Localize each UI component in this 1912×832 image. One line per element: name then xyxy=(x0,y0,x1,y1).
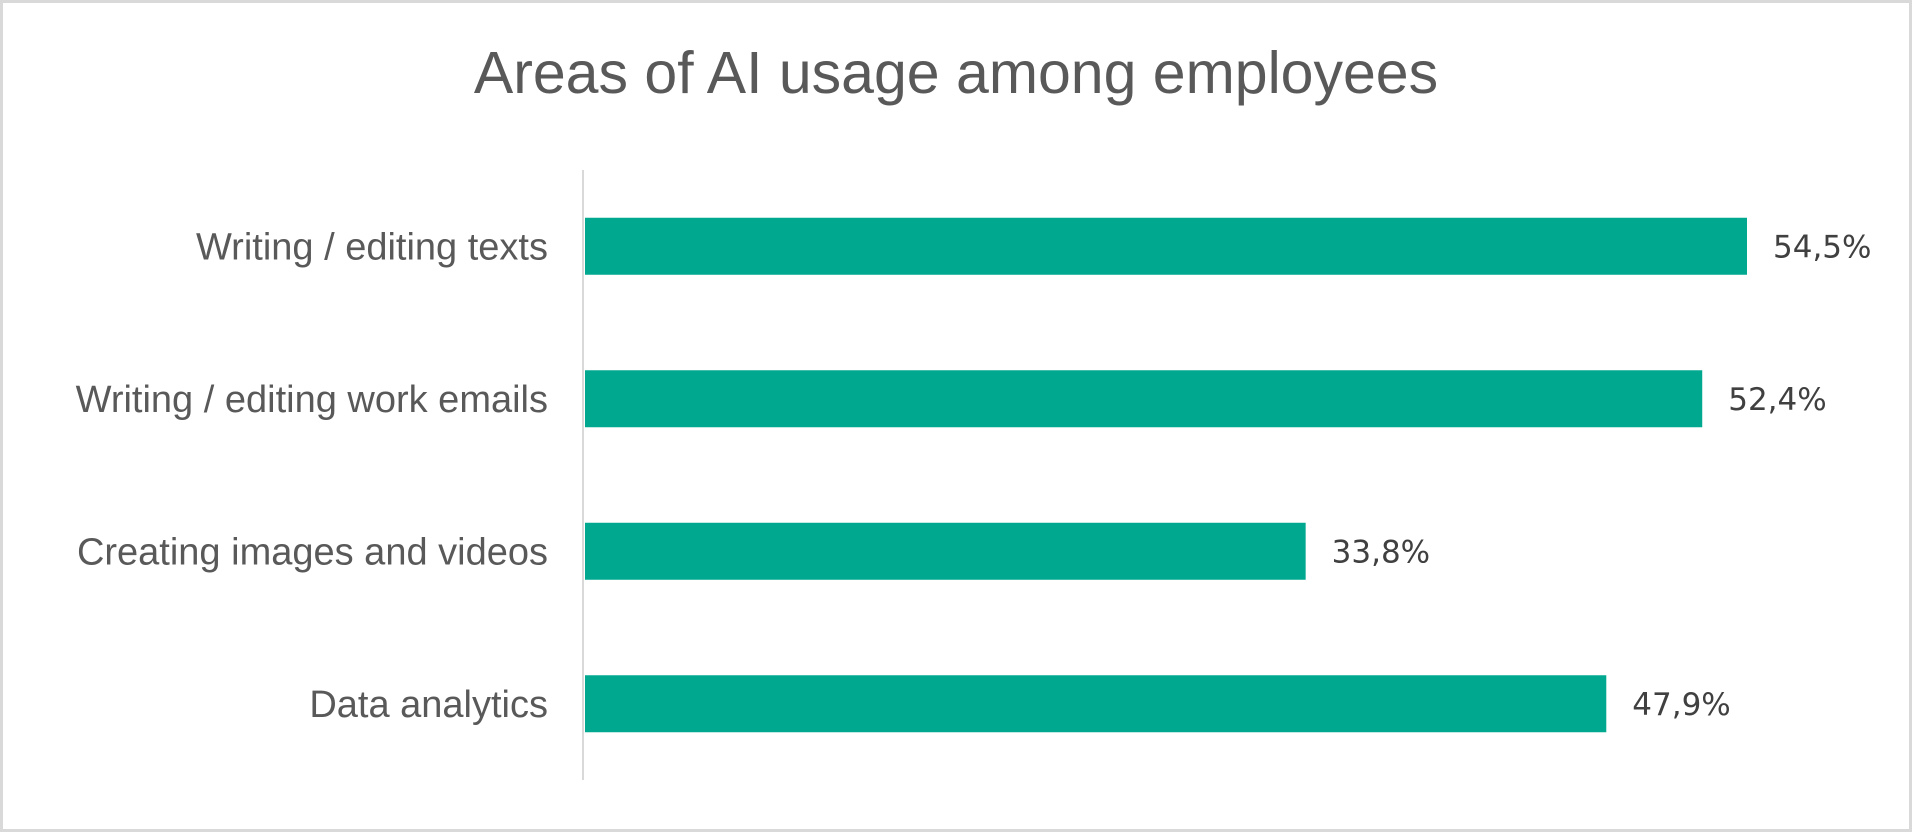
category-label: Data analytics xyxy=(309,684,548,726)
category-label: Writing / editing work emails xyxy=(76,379,548,421)
chart-title: Areas of AI usage among employees xyxy=(473,40,1439,106)
category-label: Writing / editing texts xyxy=(196,226,548,268)
data-label: 54,5% xyxy=(1773,229,1871,265)
data-label: 47,9% xyxy=(1632,687,1730,723)
bar xyxy=(585,370,1703,428)
bar xyxy=(585,217,1747,275)
category-label: Creating images and videos xyxy=(77,531,548,573)
data-label: 52,4% xyxy=(1728,382,1826,418)
data-label: 33,8% xyxy=(1332,534,1430,570)
bar xyxy=(585,522,1306,580)
bar xyxy=(585,675,1607,733)
bar-chart: Writing / editing texts 54,5% Writing / ed… xyxy=(76,170,1871,780)
